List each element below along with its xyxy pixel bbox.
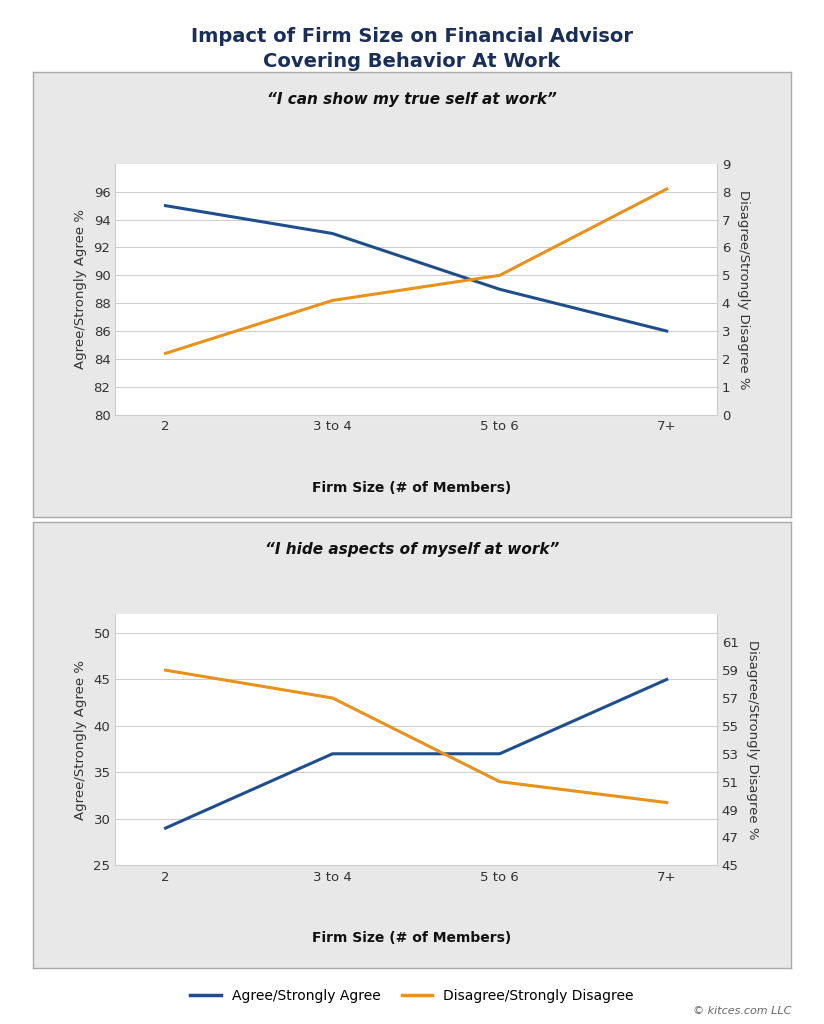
Y-axis label: Disagree/Strongly Disagree %: Disagree/Strongly Disagree % <box>746 640 759 840</box>
Text: Firm Size (# of Members): Firm Size (# of Members) <box>312 480 512 495</box>
Text: Firm Size (# of Members): Firm Size (# of Members) <box>312 931 512 945</box>
Text: “I hide aspects of myself at work”: “I hide aspects of myself at work” <box>265 543 559 557</box>
Y-axis label: Agree/Strongly Agree %: Agree/Strongly Agree % <box>73 659 87 820</box>
Text: © kitces.com LLC: © kitces.com LLC <box>693 1006 791 1016</box>
Y-axis label: Disagree/Strongly Disagree %: Disagree/Strongly Disagree % <box>737 189 750 389</box>
Text: “I can show my true self at work”: “I can show my true self at work” <box>267 92 557 106</box>
Y-axis label: Agree/Strongly Agree %: Agree/Strongly Agree % <box>73 209 87 370</box>
Legend: Agree/Strongly Agree, Disagree/Strongly Disagree: Agree/Strongly Agree, Disagree/Strongly … <box>190 989 634 1002</box>
Text: Impact of Firm Size on Financial Advisor
Covering Behavior At Work: Impact of Firm Size on Financial Advisor… <box>191 27 633 71</box>
